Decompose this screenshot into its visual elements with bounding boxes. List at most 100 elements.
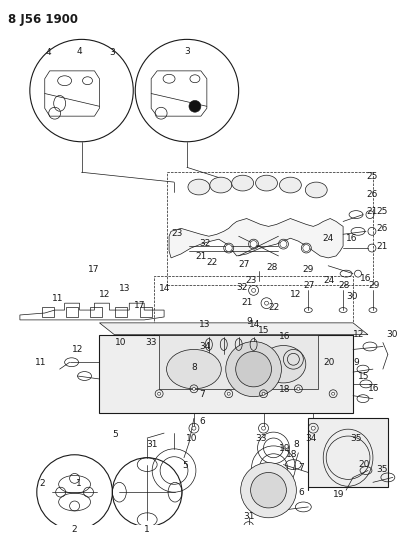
Bar [308,418,388,487]
Text: 20: 20 [358,460,369,469]
Text: 30: 30 [386,330,397,339]
Text: 15: 15 [358,372,370,381]
Ellipse shape [261,345,306,383]
Text: 4: 4 [77,47,82,55]
Text: 16: 16 [368,384,380,393]
Bar [167,172,373,286]
Text: 5: 5 [182,461,188,470]
Ellipse shape [166,350,221,389]
Text: 20: 20 [323,358,334,367]
Circle shape [225,245,232,252]
Text: 14: 14 [159,284,170,293]
Circle shape [189,100,201,112]
Circle shape [262,426,266,430]
Text: 9: 9 [247,317,252,326]
Text: 29: 29 [302,265,314,273]
Text: 3: 3 [184,47,190,55]
Bar [90,307,102,317]
Text: 10: 10 [186,433,198,442]
Text: 8: 8 [293,440,299,449]
Text: 5: 5 [112,430,118,439]
Text: 33: 33 [145,337,157,346]
Text: 17: 17 [88,265,99,273]
Ellipse shape [232,175,254,191]
Text: 22: 22 [206,258,217,267]
Text: 35: 35 [350,433,362,442]
Text: 21: 21 [366,207,377,216]
Text: 11: 11 [35,358,46,367]
Text: 3: 3 [109,48,115,57]
Text: 27: 27 [303,281,315,290]
Circle shape [264,301,268,305]
Text: 34: 34 [305,433,317,442]
Text: 2: 2 [39,479,45,488]
Text: 2: 2 [72,525,78,533]
Circle shape [332,392,335,395]
Text: 7: 7 [199,390,205,399]
Ellipse shape [280,177,301,193]
Circle shape [227,392,230,395]
Text: 19: 19 [333,490,345,499]
Text: 23: 23 [246,276,257,285]
Text: 13: 13 [199,320,210,329]
Text: 21: 21 [376,241,387,251]
Circle shape [226,342,282,397]
Text: 18: 18 [286,450,298,459]
Text: 25: 25 [376,207,387,216]
Circle shape [192,426,196,430]
Circle shape [236,351,272,387]
Bar [66,307,78,317]
Text: 12: 12 [290,290,302,300]
Circle shape [252,288,256,292]
Text: 12: 12 [100,290,111,300]
Text: 14: 14 [249,320,260,329]
Text: 1: 1 [144,525,150,533]
Text: 30: 30 [346,292,358,301]
Text: 23: 23 [171,229,182,238]
Bar [154,276,353,384]
Polygon shape [100,323,368,335]
Circle shape [251,472,286,508]
Text: 12: 12 [72,345,83,354]
Text: 26: 26 [376,224,387,233]
Bar [100,335,353,414]
Circle shape [311,426,315,430]
Text: 1: 1 [76,479,82,488]
Text: 21: 21 [242,298,253,306]
Circle shape [297,387,300,390]
Text: 25: 25 [366,172,377,181]
Text: 13: 13 [119,284,131,293]
Text: 21: 21 [195,252,206,261]
Text: 16: 16 [346,234,358,243]
Text: 11: 11 [52,294,63,303]
Text: 31: 31 [244,512,255,521]
Text: 33: 33 [256,433,267,442]
Bar [140,307,152,317]
Circle shape [250,241,257,247]
Bar [42,307,54,317]
Text: 18: 18 [278,385,290,394]
Text: 32: 32 [237,283,248,292]
Text: 4: 4 [46,48,51,57]
Text: 8 J56 1900: 8 J56 1900 [8,13,78,26]
Text: 29: 29 [368,281,379,290]
Text: 28: 28 [338,281,350,290]
Text: 34: 34 [199,342,210,351]
Text: 8: 8 [191,363,197,372]
Text: 15: 15 [258,326,269,335]
Text: 6: 6 [199,417,205,426]
Ellipse shape [188,179,210,195]
Text: 31: 31 [146,440,158,449]
Circle shape [280,241,287,247]
Ellipse shape [210,177,232,193]
Text: 32: 32 [199,239,210,248]
Circle shape [284,350,303,369]
Text: 17: 17 [134,301,146,310]
Text: 24: 24 [322,234,334,243]
Polygon shape [169,219,343,258]
Text: 12: 12 [353,330,364,339]
Bar [159,335,318,389]
Text: 9: 9 [353,358,359,367]
Text: 7: 7 [298,463,304,472]
Text: 35: 35 [376,465,388,474]
